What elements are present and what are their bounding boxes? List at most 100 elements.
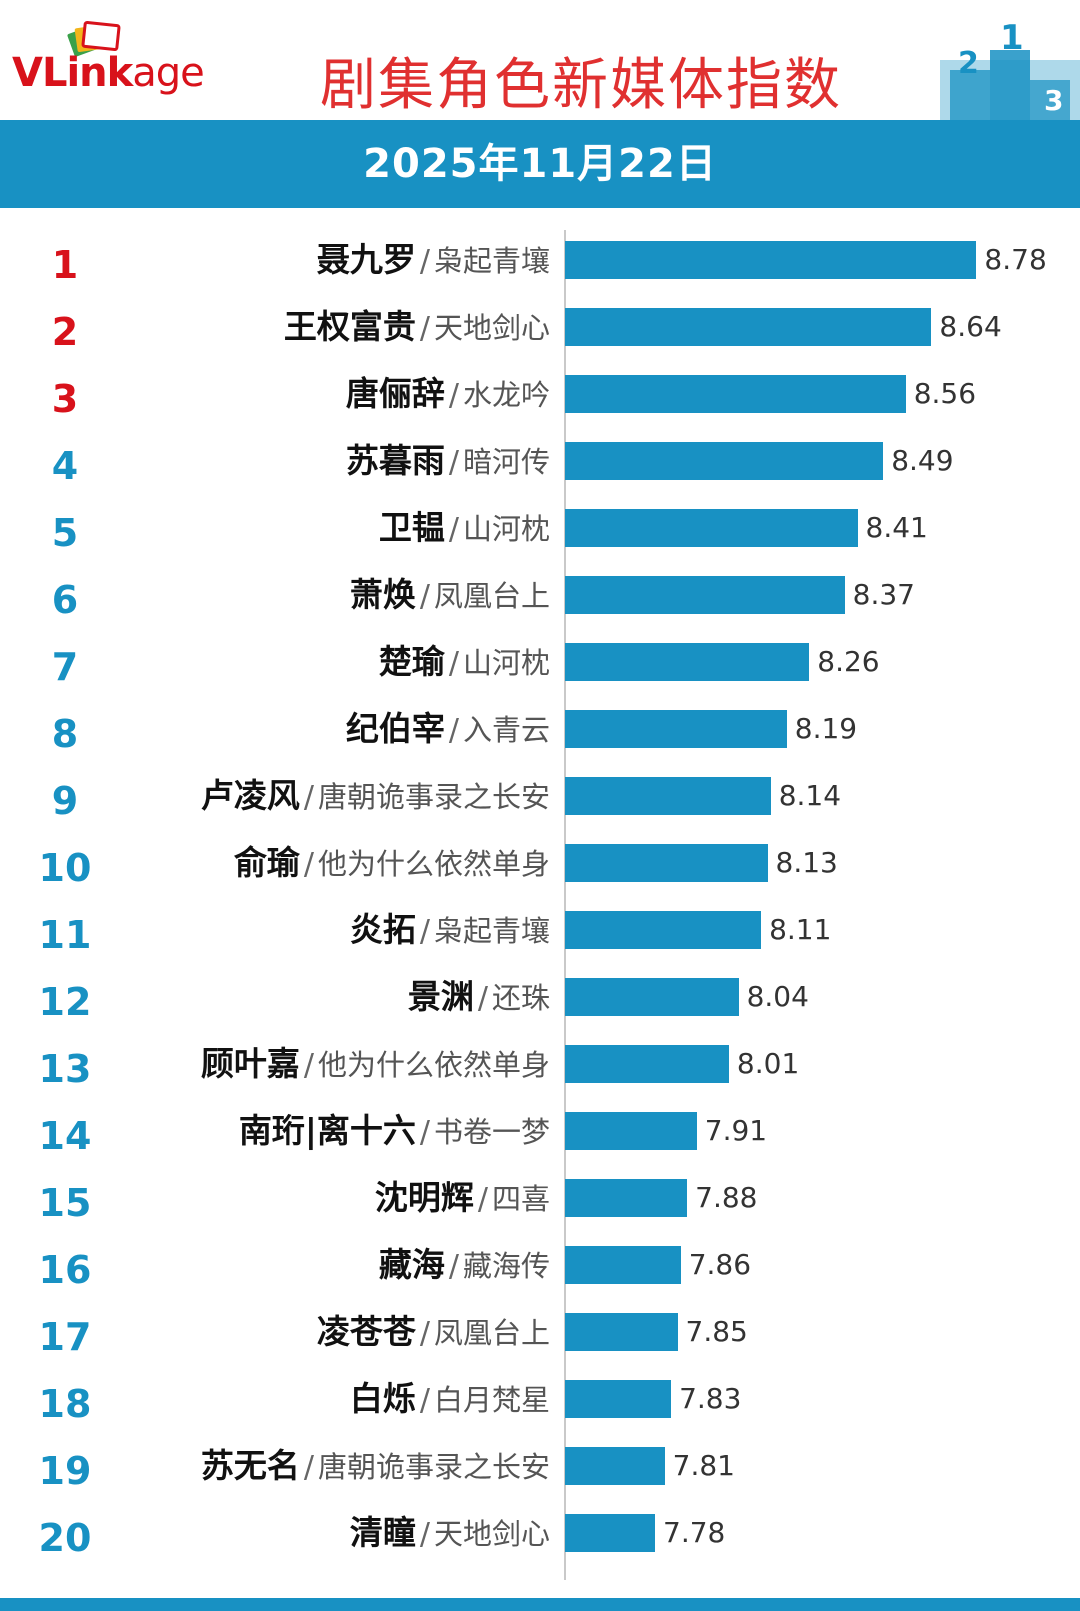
podium-2: 2 [958, 46, 979, 81]
rank-number: 10 [38, 846, 92, 890]
drama-title: 山河枕 [462, 646, 550, 680]
page-title: 剧集角色新媒体指数 [320, 53, 842, 118]
character-name: 藏海 [378, 1245, 445, 1284]
podium-3: 3 [1044, 84, 1063, 117]
value-label: 8.11 [769, 913, 832, 946]
rank-number: 9 [51, 779, 79, 823]
character-name: 俞瑜 [233, 843, 300, 882]
rank-number: 8 [51, 712, 79, 756]
value-label: 7.86 [688, 1248, 752, 1281]
value-label: 8.19 [794, 712, 858, 745]
row-label: 顾叶嘉 / 他为什么依然单身 [201, 1042, 550, 1092]
row-label: 卫韫 / 山河枕 [379, 506, 550, 556]
separator: / [303, 847, 314, 882]
rank-number: 11 [38, 913, 92, 957]
drama-title: 入青云 [462, 713, 550, 747]
drama-title: 他为什么依然单身 [317, 847, 550, 881]
character-name: 苏无名 [200, 1446, 300, 1485]
separator: / [419, 1316, 430, 1351]
separator: / [419, 311, 430, 346]
bar [565, 911, 762, 949]
separator: / [477, 981, 488, 1016]
bar [565, 576, 845, 614]
character-name: 炎拓 [349, 910, 416, 949]
character-name: 楚瑜 [378, 642, 445, 681]
value-label: 8.78 [984, 243, 1047, 276]
value-label: 7.91 [704, 1114, 768, 1147]
bar [565, 1380, 672, 1418]
drama-title: 唐朝诡事录之长安 [317, 780, 550, 814]
bar-chart: 1 聂九罗 / 枭起青壤 8.78 2 王权富贵 / 天地剑心 8.64 3 唐俪辞 / 水龙吟 8.56 4… [0, 215, 1080, 1595]
separator: / [448, 512, 459, 547]
bar [565, 1179, 688, 1217]
row-label: 楚瑜 / 山河枕 [379, 640, 550, 690]
bar [565, 643, 810, 681]
value-label: 8.56 [913, 377, 977, 410]
separator: / [419, 1383, 430, 1418]
bar [565, 1246, 681, 1284]
separator: / [448, 378, 459, 413]
rank-number: 4 [51, 444, 79, 488]
rank-number: 20 [38, 1516, 92, 1560]
row-label: 清瞳 / 天地剑心 [350, 1511, 550, 1561]
row-label: 聂九罗 / 枭起青壤 [317, 238, 550, 288]
bar [565, 375, 906, 413]
value-label: 8.04 [746, 980, 809, 1013]
drama-title: 他为什么依然单身 [317, 1048, 550, 1082]
bar [565, 509, 858, 547]
separator: / [303, 1450, 314, 1485]
drama-title: 水龙吟 [462, 378, 550, 412]
separator: / [448, 646, 459, 681]
row-label: 白烁 / 白月梵星 [350, 1377, 550, 1427]
separator: / [419, 244, 430, 279]
bar [565, 1045, 729, 1083]
row-label: 纪伯宰 / 入青云 [346, 707, 550, 757]
character-name: 景渊 [407, 977, 474, 1016]
value-label: 7.81 [672, 1449, 735, 1482]
value-label: 8.49 [891, 444, 954, 477]
value-label: 8.41 [865, 511, 928, 544]
value-label: 7.83 [679, 1382, 742, 1415]
header: VLinkage 剧集角色新媒体指数 2 1 3 [0, 0, 1080, 120]
separator: / [419, 914, 430, 949]
separator: / [303, 1048, 314, 1083]
rank-number: 5 [51, 511, 79, 555]
rank-number: 19 [38, 1449, 92, 1493]
character-name: 清瞳 [349, 1513, 416, 1552]
date-banner: 2025年11月22日 [0, 120, 1080, 208]
bottom-border [0, 1598, 1080, 1611]
podium-icon: 2 1 3 [940, 18, 1080, 120]
row-label: 凌苍苍 / 凤凰台上 [317, 1310, 550, 1360]
character-name: 卫韫 [378, 508, 445, 547]
character-name: 凌苍苍 [316, 1312, 416, 1351]
character-name: 顾叶嘉 [200, 1044, 300, 1083]
row-label: 景渊 / 还珠 [408, 975, 550, 1025]
drama-title: 四喜 [491, 1182, 550, 1216]
bar [565, 1447, 665, 1485]
bar [565, 442, 884, 480]
rank-number: 1 [51, 243, 79, 287]
value-label: 8.64 [939, 310, 1002, 343]
character-name: 纪伯宰 [345, 709, 445, 748]
character-name: 萧焕 [349, 575, 416, 614]
character-name: 白烁 [349, 1379, 416, 1418]
drama-title: 唐朝诡事录之长安 [317, 1450, 550, 1484]
rank-number: 12 [38, 980, 92, 1024]
row-label: 炎拓 / 枭起青壤 [350, 908, 550, 958]
rank-number: 17 [38, 1315, 92, 1359]
drama-title: 枭起青壤 [433, 244, 550, 278]
rank-number: 6 [51, 578, 79, 622]
row-label: 南珩|离十六 / 书卷一梦 [239, 1109, 550, 1159]
bar [565, 308, 932, 346]
separator: / [419, 579, 430, 614]
rank-number: 2 [51, 310, 79, 354]
character-name: 南珩|离十六 [238, 1111, 416, 1150]
separator: / [419, 1115, 430, 1150]
row-label: 唐俪辞 / 水龙吟 [346, 372, 550, 422]
podium-1: 1 [1000, 18, 1024, 58]
vlinkage-logo: VLinkage [12, 18, 232, 108]
rank-number: 15 [38, 1181, 92, 1225]
drama-title: 山河枕 [462, 512, 550, 546]
value-label: 7.88 [695, 1181, 758, 1214]
row-label: 卢凌风 / 唐朝诡事录之长安 [201, 774, 550, 824]
